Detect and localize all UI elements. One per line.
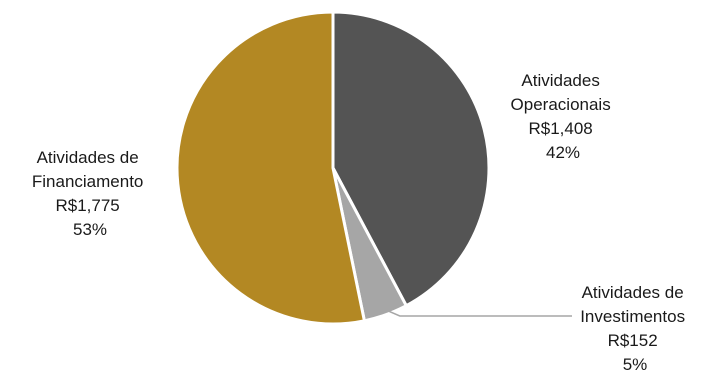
label-operacionais-line1: Atividades: [521, 71, 599, 90]
label-investimentos: Atividades de Investimentos R$152 5%: [580, 283, 690, 374]
label-operacionais: Atividades Operacionais R$1,408 42%: [511, 71, 616, 162]
label-investimentos-value: R$152: [608, 331, 658, 350]
pie-slice-1: [331, 10, 491, 308]
label-operacionais-value: R$1,408: [528, 119, 592, 138]
label-financiamento-line1: Atividades de: [37, 148, 139, 167]
label-operacionais-line2: Operacionais: [511, 95, 611, 114]
label-financiamento-percent: 53%: [73, 220, 107, 239]
label-financiamento-line2: Financiamento: [32, 172, 144, 191]
label-investimentos-line2: Investimentos: [580, 307, 685, 326]
pie-slices: [175, 10, 491, 326]
label-operacionais-percent: 42%: [546, 143, 580, 162]
pie-slice-3: [175, 10, 366, 326]
label-financiamento-value: R$1,775: [55, 196, 119, 215]
label-financiamento: Atividades de Financiamento R$1,775 53%: [32, 148, 148, 239]
label-investimentos-percent: 5%: [623, 355, 648, 374]
label-investimentos-line1: Atividades de: [582, 283, 684, 302]
leader-line-investimentos: [383, 308, 572, 317]
leader-lines: [383, 308, 572, 317]
